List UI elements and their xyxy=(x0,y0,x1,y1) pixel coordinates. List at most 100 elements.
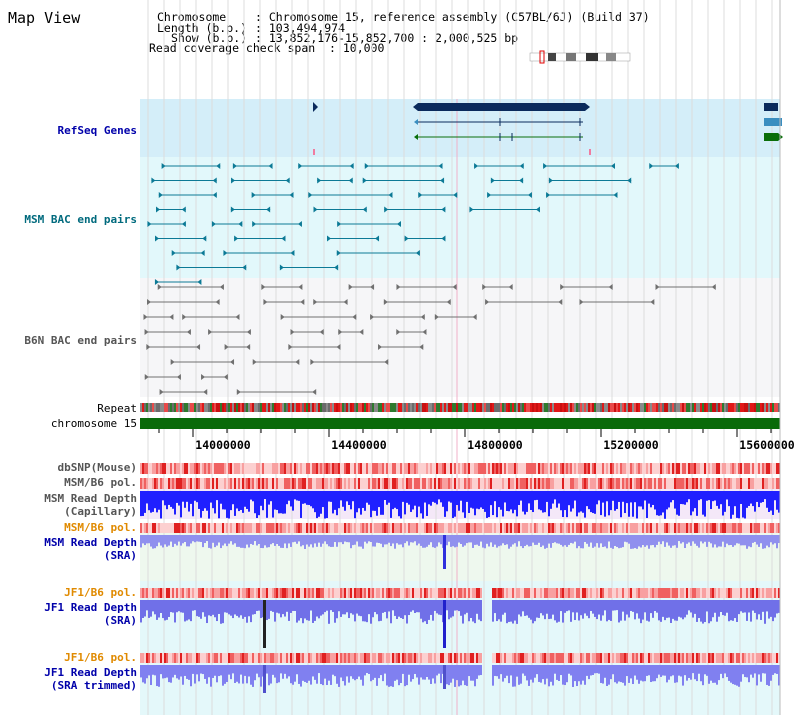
depth-bar xyxy=(304,600,306,619)
depth-bar xyxy=(570,600,572,622)
depth-bar xyxy=(394,600,396,616)
depth-bar xyxy=(200,491,202,518)
heat-cell xyxy=(592,588,594,598)
heat-cell xyxy=(328,463,330,474)
depth-bar xyxy=(202,665,204,675)
heat-cell xyxy=(148,523,150,533)
depth-bar xyxy=(464,535,466,546)
repeat-segment xyxy=(154,403,156,412)
heat-cell xyxy=(168,523,170,533)
heat-cell xyxy=(388,463,390,474)
depth-bar xyxy=(374,491,376,511)
heat-cell xyxy=(266,463,268,474)
depth-bar xyxy=(296,491,298,501)
depth-bar xyxy=(258,535,260,544)
heat-cell xyxy=(360,588,362,598)
heat-cell xyxy=(312,478,314,489)
depth-bar xyxy=(562,665,564,685)
heat-cell xyxy=(774,653,776,663)
heat-cell xyxy=(602,463,604,474)
heat-cell xyxy=(402,523,404,533)
depth-bar xyxy=(574,535,576,542)
depth-bar xyxy=(558,491,560,504)
repeat-segment xyxy=(486,403,488,412)
heat-cell xyxy=(242,653,244,663)
depth-bar xyxy=(714,600,716,613)
heat-cell xyxy=(416,463,418,474)
depth-bar xyxy=(668,600,670,618)
heat-cell xyxy=(376,463,378,474)
heat-cell xyxy=(222,478,224,489)
repeat-segment xyxy=(386,403,388,412)
depth-bar xyxy=(382,665,384,682)
repeat-segment xyxy=(208,403,210,412)
depth-bar xyxy=(654,600,656,612)
depth-bar xyxy=(504,600,506,613)
heat-cell xyxy=(662,653,664,663)
heat-cell xyxy=(344,588,346,598)
axis-tick-label: 14800000 xyxy=(467,438,522,452)
heat-cell xyxy=(606,523,608,533)
heat-cell xyxy=(194,653,196,663)
depth-bar xyxy=(284,535,286,544)
depth-bar xyxy=(204,491,206,509)
depth-bar xyxy=(472,600,474,622)
heat-cell xyxy=(556,653,558,663)
repeat-segment xyxy=(726,403,728,412)
depth-bar xyxy=(500,665,502,675)
heat-cell xyxy=(748,463,750,474)
heat-cell xyxy=(696,478,698,489)
depth-bar xyxy=(772,665,774,675)
heat-cell xyxy=(358,523,360,533)
depth-bar xyxy=(232,491,234,505)
heat-cell xyxy=(226,478,228,489)
bac-end-marker xyxy=(146,344,151,350)
heat-cell xyxy=(390,478,392,489)
bac-end-marker xyxy=(212,192,217,198)
depth-bar xyxy=(580,535,582,549)
heat-cell xyxy=(502,653,504,663)
depth-bar xyxy=(316,665,318,684)
heat-cell xyxy=(388,478,390,489)
depth-bar xyxy=(622,665,624,683)
depth-bar xyxy=(702,491,704,515)
depth-bar xyxy=(602,491,604,503)
depth-bar xyxy=(616,665,618,684)
heat-cell xyxy=(312,523,314,533)
depth-bar xyxy=(396,600,398,620)
depth-bar xyxy=(280,665,282,674)
heat-cell xyxy=(318,588,320,598)
repeat-segment xyxy=(632,403,634,412)
heat-cell xyxy=(502,588,504,598)
bac-end-marker xyxy=(362,206,367,213)
track-label-msm-bac: MSM BAC end pairs xyxy=(24,213,137,226)
heat-cell xyxy=(636,463,638,474)
heat-cell xyxy=(232,653,234,663)
bac-end-marker xyxy=(208,329,213,335)
heat-cell xyxy=(668,478,670,489)
depth-bar xyxy=(384,665,386,674)
heat-cell xyxy=(524,588,526,598)
heat-cell xyxy=(154,653,156,663)
depth-bar xyxy=(286,600,288,612)
heat-cell xyxy=(368,478,370,489)
heat-cell xyxy=(606,588,608,598)
heat-cell xyxy=(262,523,264,533)
heat-cell xyxy=(296,588,298,598)
depth-bar xyxy=(426,600,428,624)
heat-cell xyxy=(216,463,218,474)
heat-cell xyxy=(674,478,676,489)
depth-bar xyxy=(286,491,288,505)
heat-cell xyxy=(426,478,428,489)
heat-cell xyxy=(608,463,610,474)
heat-cell xyxy=(224,588,226,598)
heat-cell xyxy=(690,463,692,474)
heat-cell xyxy=(522,478,524,489)
heat-cell xyxy=(336,653,338,663)
depth-bar xyxy=(280,491,282,514)
heat-cell xyxy=(572,478,574,489)
depth-bar xyxy=(692,535,694,542)
heat-cell xyxy=(436,653,438,663)
heat-cell xyxy=(726,463,728,474)
depth-bar xyxy=(628,535,630,544)
